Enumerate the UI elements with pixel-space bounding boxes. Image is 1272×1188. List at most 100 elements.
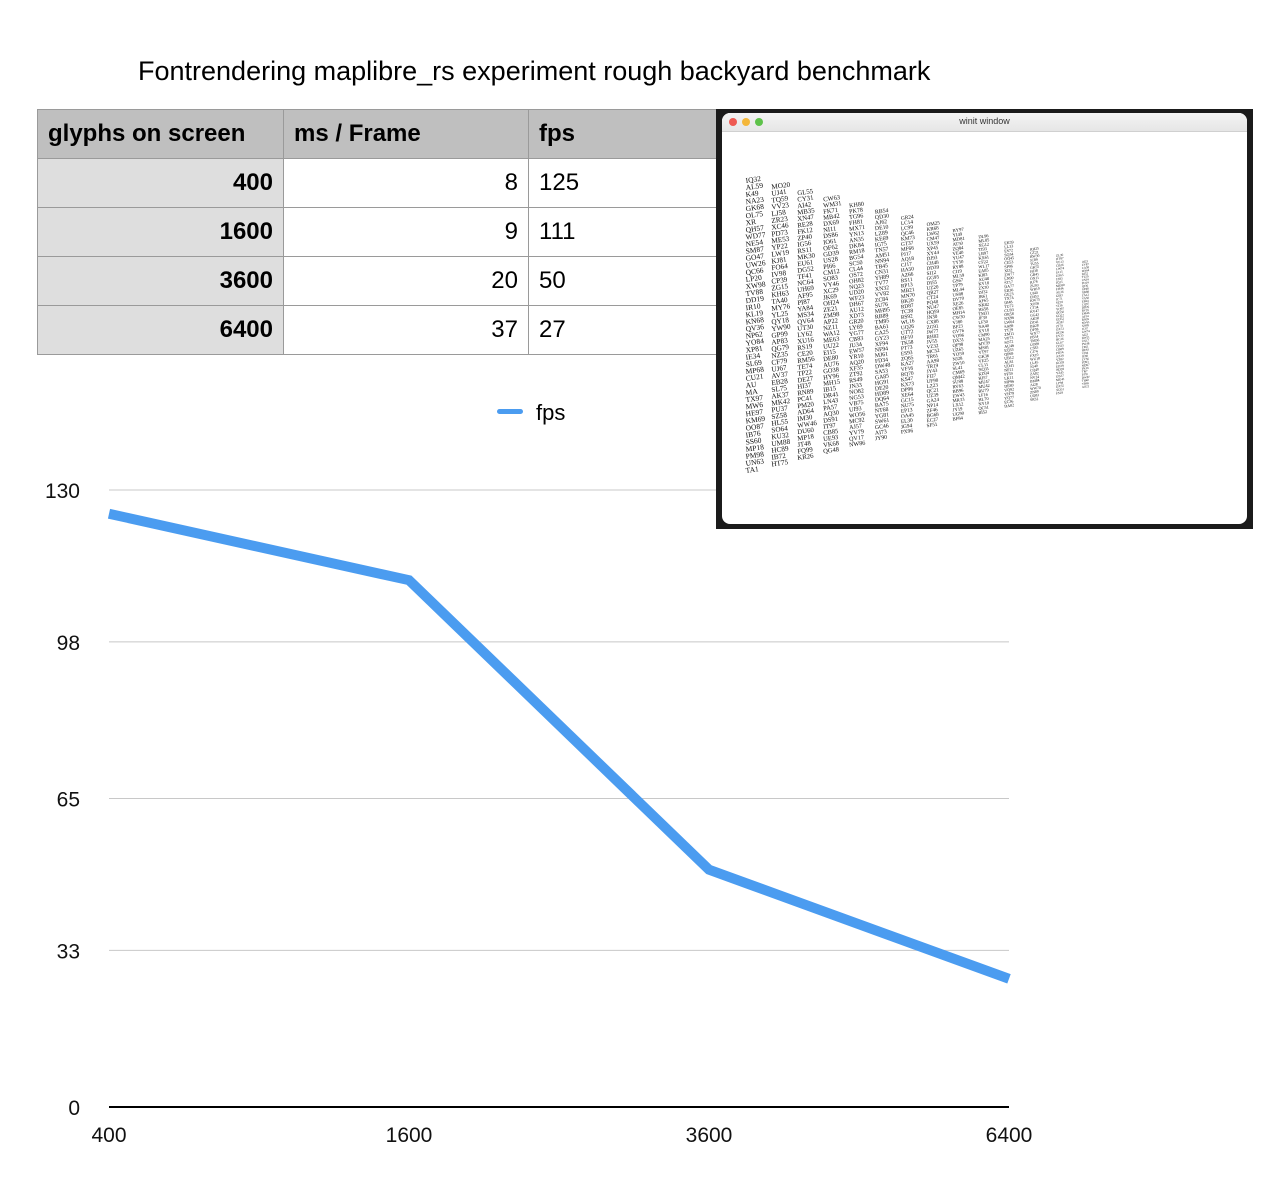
glyph-label: KM69 bbox=[745, 414, 766, 426]
glyph-label: SP96 bbox=[1004, 263, 1013, 269]
glyph-label: HG91 bbox=[875, 379, 890, 387]
glyph-label: MP18 bbox=[745, 442, 765, 453]
glyph-label: AP83 bbox=[771, 336, 789, 346]
glyph-label: AQ30 bbox=[823, 409, 840, 418]
glyph-label: AN35 bbox=[849, 237, 865, 245]
glyph-label: QG79 bbox=[771, 343, 790, 353]
glyph-label: AV37 bbox=[771, 370, 789, 380]
glyph-label: KU32 bbox=[771, 431, 790, 441]
glyph-label: XD73 bbox=[849, 312, 865, 320]
glyph-label: EP13 bbox=[901, 407, 914, 415]
glyph-label: NI11 bbox=[823, 225, 837, 234]
column-header-glyphs: glyphs on screen bbox=[37, 109, 284, 159]
glyph-label: JW77 bbox=[926, 328, 939, 336]
glyph-label: BJ52 bbox=[1082, 271, 1089, 276]
glyph-label: RH25 bbox=[1030, 246, 1039, 251]
legend-label-fps: fps bbox=[536, 400, 566, 425]
glyph-label: AU bbox=[745, 380, 758, 391]
glyph-label: UT72 bbox=[901, 329, 915, 337]
glyph-label: JU34 bbox=[849, 342, 863, 350]
glyph-label: UZ39 bbox=[926, 392, 939, 400]
glyph-label: HJ57 bbox=[978, 375, 989, 381]
glyph-label: CL44 bbox=[849, 266, 864, 274]
glyph-label: CA58 bbox=[1082, 265, 1090, 270]
glyph-label: HL55 bbox=[771, 418, 789, 428]
glyph-label: XE26 bbox=[952, 301, 964, 308]
glyph-label: TQ59 bbox=[771, 194, 789, 204]
cell-glyphs: 6400 bbox=[37, 305, 284, 355]
glyph-label: GP48 bbox=[1082, 286, 1090, 291]
glyph-label: LF30 bbox=[978, 319, 989, 325]
glyph-label: MV61 bbox=[1082, 320, 1091, 325]
glyph-label: MH15 bbox=[823, 378, 841, 387]
glyph-label: DL96 bbox=[978, 233, 990, 239]
glyph-label: MU41 bbox=[1056, 377, 1065, 382]
glyph-label: NT68 bbox=[875, 407, 889, 415]
glyph-label: KS47 bbox=[901, 376, 914, 384]
glyph-label: YG77 bbox=[849, 330, 865, 338]
glyph-label: MN70 bbox=[901, 292, 916, 300]
glyph-label: VV23 bbox=[771, 201, 790, 211]
glyph-label: AI73 bbox=[875, 429, 888, 437]
glyph-label: RY26 bbox=[1082, 308, 1090, 313]
glyph-label: DW48 bbox=[875, 362, 891, 370]
glyph-label: LN90 bbox=[1004, 275, 1014, 281]
glyph-label: LK11 bbox=[1004, 375, 1014, 381]
glyph-label: XI32 bbox=[1004, 267, 1013, 273]
glyph-label: SA53 bbox=[875, 368, 889, 376]
glyph-label: XO56 bbox=[1030, 301, 1040, 306]
glyph-label: UE93 bbox=[823, 434, 839, 443]
glyph-label: OX11 bbox=[1030, 276, 1040, 281]
glyph-label: OO87 bbox=[745, 421, 765, 432]
glyph-label: SI12 bbox=[926, 270, 937, 277]
glyph-label: TP22 bbox=[797, 369, 813, 378]
glyph-label: KD34 bbox=[978, 370, 990, 377]
glyph-label: BR28 bbox=[1030, 324, 1039, 329]
glyph-label: UB12 bbox=[1004, 355, 1014, 361]
winit-window: winit window IQ32 MO20 GL55 CW63 KH80 RB54 GR2… bbox=[722, 113, 1247, 524]
glyph-label: HJ38 bbox=[1030, 269, 1038, 274]
glyph-label: LL45 bbox=[1030, 360, 1039, 365]
glyph-label: AU76 bbox=[823, 360, 840, 369]
glyph-label: RE28 bbox=[797, 220, 814, 229]
glyph-label: SO64 bbox=[771, 424, 789, 434]
glyph-label: LP20 bbox=[745, 273, 763, 284]
glyph-label: NE54 bbox=[745, 237, 764, 248]
glyph-label: FD93 bbox=[1082, 360, 1090, 365]
glyph-label: XR bbox=[745, 217, 757, 227]
glyph-label: WO56 bbox=[849, 411, 866, 419]
glyph-label: TV77 bbox=[875, 280, 889, 288]
glyph-label: WR10 bbox=[1030, 287, 1040, 292]
glyph-label: MR33 bbox=[952, 398, 965, 405]
glyph-label: BF84 bbox=[952, 416, 964, 422]
glyph-label: MG80 bbox=[1056, 283, 1065, 288]
glyph-label: DA77 bbox=[1004, 283, 1014, 289]
glyph-label: IR10 bbox=[745, 301, 761, 312]
glyph-label: KE69 bbox=[875, 236, 889, 244]
glyph-label: BC26 bbox=[1056, 337, 1065, 342]
glyph-label: GE23 bbox=[1004, 291, 1014, 297]
glyph-label: CF79 bbox=[771, 357, 788, 367]
glyph-label: VB75 bbox=[849, 400, 864, 408]
glyph-label: GL67 bbox=[1056, 340, 1065, 345]
glyph-label: AA98 bbox=[926, 358, 940, 366]
glyph-label: GW74 bbox=[1082, 329, 1091, 334]
glyph-label: VO96 bbox=[952, 333, 965, 340]
glyph-label: CX88 bbox=[926, 318, 939, 326]
glyph-label: K49 bbox=[745, 188, 759, 199]
series-line-fps bbox=[107, 508, 1011, 984]
glyph-label: XC29 bbox=[823, 286, 839, 295]
glyph-label: MS81 bbox=[978, 344, 989, 350]
glyph-label: SM87 bbox=[745, 244, 765, 255]
glyph-label: BF23 bbox=[952, 324, 964, 330]
benchmark-table: glyphs on screen ms / Frame fps 400 8 12… bbox=[37, 109, 729, 355]
glyph-label: GO38 bbox=[823, 366, 840, 375]
glyph-label: DX69 bbox=[823, 219, 840, 228]
glyph-label: QV64 bbox=[797, 317, 815, 326]
glyph-label: BM84 bbox=[1030, 378, 1040, 383]
glyph-label: CM12 bbox=[823, 268, 840, 277]
glyph-label: EV35 bbox=[1056, 333, 1065, 338]
glyph-label: XU16 bbox=[797, 336, 815, 345]
glyph-label: DD39 bbox=[926, 264, 940, 272]
glyph-label: ZP40 bbox=[797, 233, 813, 242]
